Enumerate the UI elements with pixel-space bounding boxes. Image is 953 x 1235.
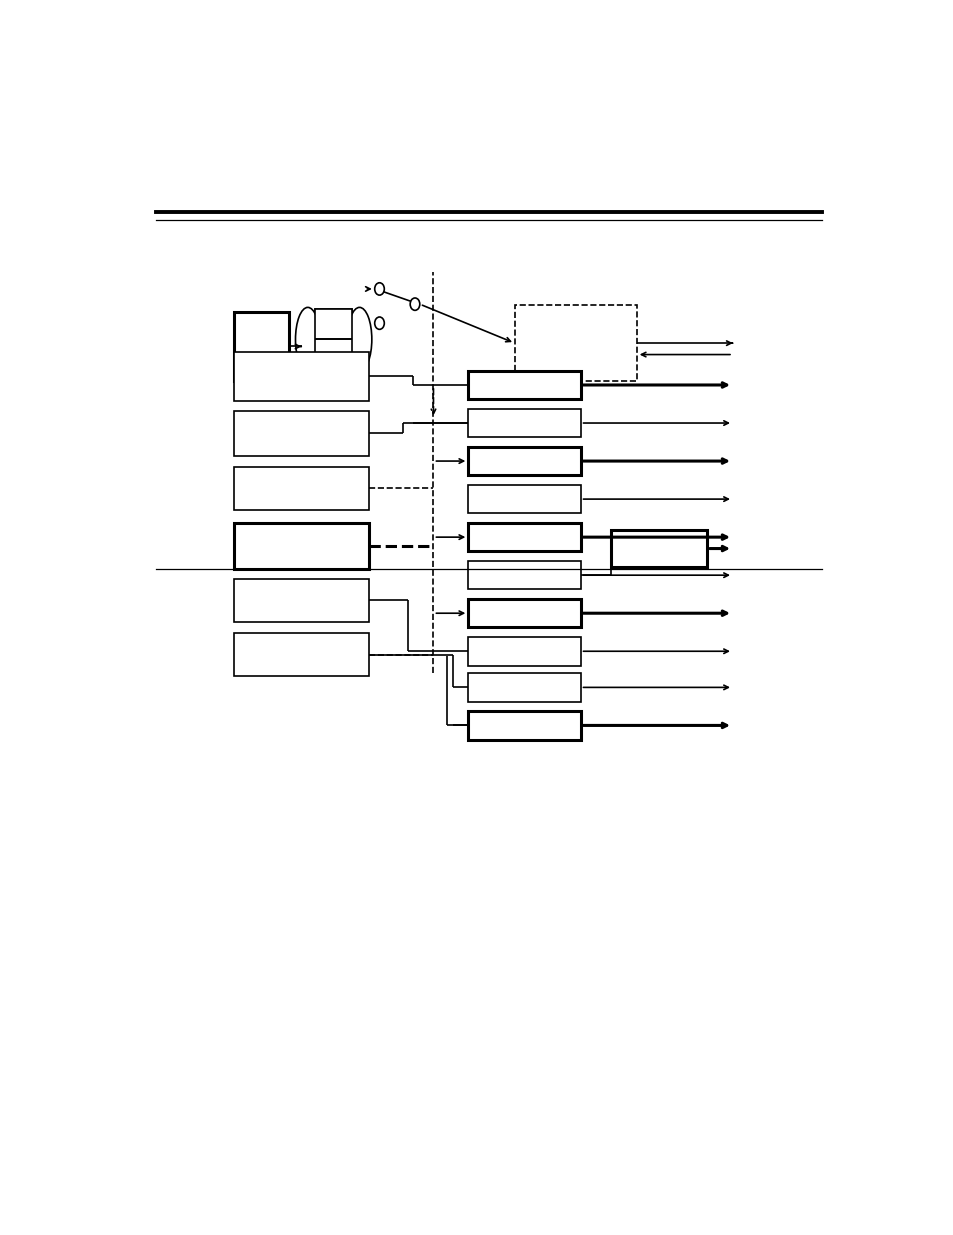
- Bar: [233, 352, 369, 401]
- Ellipse shape: [295, 308, 320, 372]
- Bar: [468, 447, 580, 475]
- Bar: [468, 522, 580, 551]
- Bar: [468, 561, 580, 589]
- Bar: [468, 409, 580, 437]
- Bar: [314, 309, 352, 369]
- Bar: [468, 599, 580, 627]
- Bar: [468, 370, 580, 399]
- Bar: [233, 634, 369, 676]
- Bar: [468, 711, 580, 740]
- Ellipse shape: [347, 308, 372, 372]
- Bar: [233, 311, 289, 382]
- Bar: [468, 637, 580, 666]
- Bar: [468, 673, 580, 701]
- Bar: [233, 522, 369, 568]
- Bar: [515, 305, 637, 382]
- Bar: [468, 485, 580, 514]
- Bar: [314, 309, 352, 369]
- Bar: [233, 579, 369, 621]
- Bar: [233, 411, 369, 456]
- Bar: [610, 531, 706, 567]
- Bar: [233, 467, 369, 510]
